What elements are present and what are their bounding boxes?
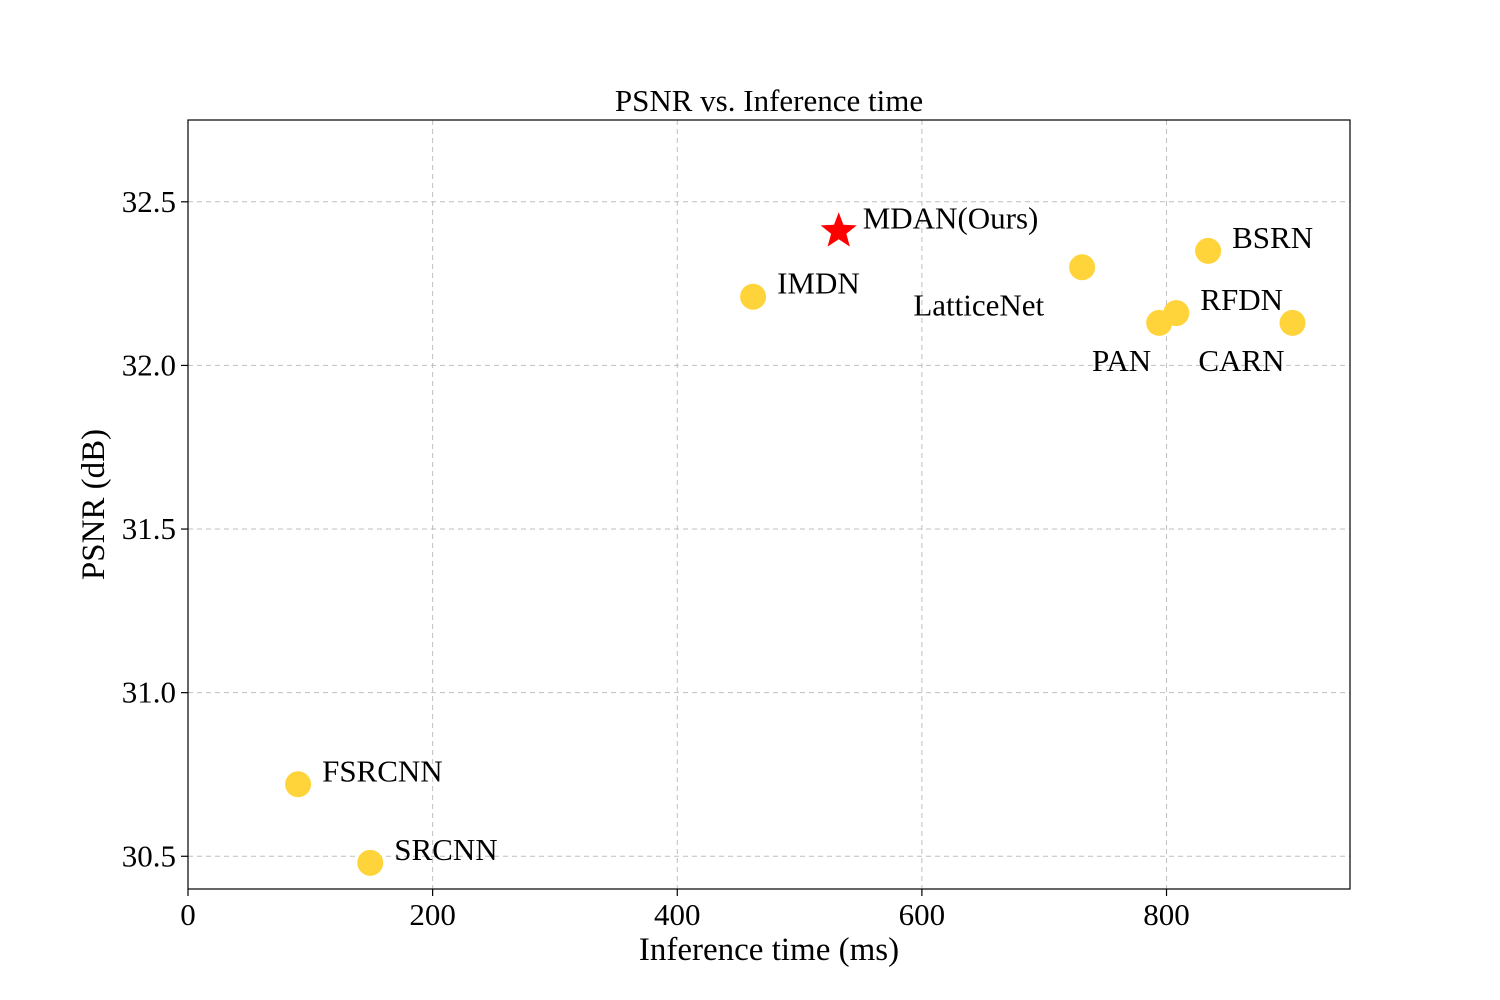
y-tick-label: 32.5 [122, 184, 176, 219]
axis-ticks: 0 200 400 600 800 30.5 31.0 31.5 32.0 32.5 [122, 184, 1190, 932]
point-label: LatticeNet [913, 287, 1044, 322]
plot-frame [187, 119, 1351, 890]
point-label: CARN [1198, 343, 1284, 378]
point-label: RFDN [1200, 282, 1283, 317]
x-tick-label: 200 [409, 897, 456, 932]
x-tick-label: 400 [654, 897, 701, 932]
point-marker [1163, 300, 1190, 327]
data-points [285, 212, 1306, 876]
point-marker [285, 771, 312, 798]
point-label: SRCNN [394, 832, 497, 867]
y-tick-label: 30.5 [122, 838, 176, 873]
point-label: MDAN(Ours) [863, 200, 1039, 235]
x-tick-label: 600 [899, 897, 946, 932]
y-tick-label: 31.5 [122, 511, 176, 546]
point-label: BSRN [1232, 220, 1313, 255]
x-tick-label: 800 [1143, 897, 1190, 932]
y-tick-label: 32.0 [122, 347, 176, 382]
point-star-marker [820, 212, 857, 247]
x-tick-label: 0 [180, 897, 196, 932]
grid-lines [187, 120, 1350, 889]
y-tick-label: 31.0 [122, 675, 176, 710]
y-axis-label: PSNR (dB) [76, 429, 112, 580]
point-marker [740, 283, 767, 310]
x-axis-label: Inference time (ms) [639, 932, 899, 968]
chart-title: PSNR vs. Inference time [615, 83, 923, 118]
point-label: FSRCNN [322, 753, 443, 788]
point-marker [357, 849, 384, 876]
point-marker [1195, 237, 1222, 264]
point-marker [1279, 309, 1306, 336]
point-label: IMDN [777, 266, 860, 301]
point-marker [1069, 254, 1096, 281]
point-label: PAN [1092, 343, 1151, 378]
